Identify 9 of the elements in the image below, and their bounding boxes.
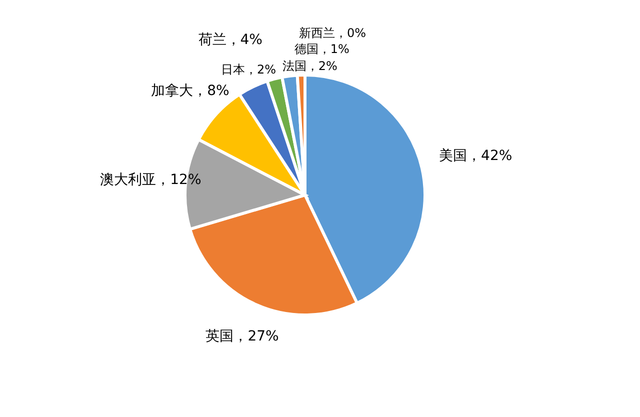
slice-label: 法国，2%: [282, 59, 338, 74]
slice-label: 日本，2%: [220, 62, 276, 76]
slice-label: 德国，1%: [294, 42, 350, 56]
category-label: 新西兰，0%: [299, 26, 366, 40]
slice-label: 加拿大，8%: [151, 82, 230, 99]
slice-label: 澳大利亚，12%: [100, 172, 202, 188]
slice-label: 英国，27%: [206, 328, 279, 345]
slice-label: 荷兰，4%: [198, 32, 262, 48]
slice-label: 美国，42%: [439, 148, 512, 164]
